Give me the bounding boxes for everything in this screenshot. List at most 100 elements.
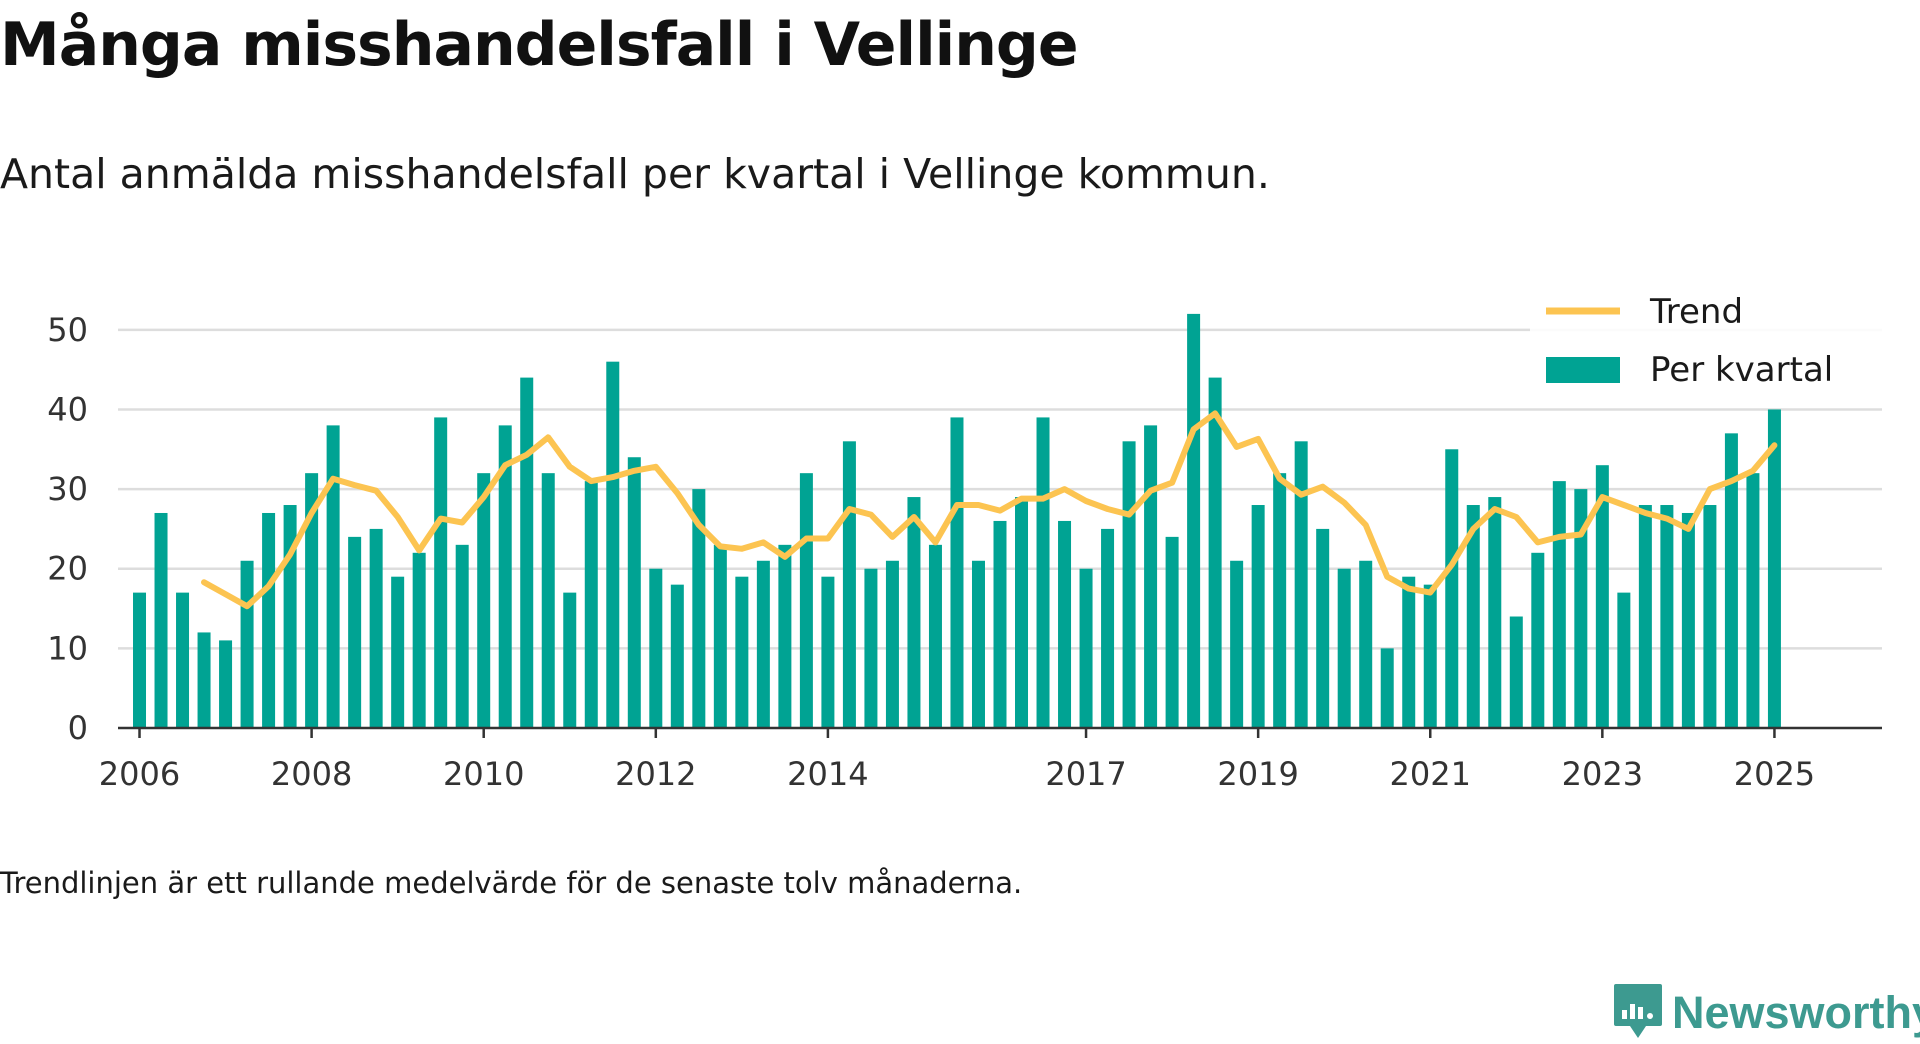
x-tick-label: 2021 [1390, 755, 1471, 793]
bar [1101, 528, 1115, 728]
bar [1079, 568, 1093, 728]
chart-subtitle: Antal anmälda misshandelsfall per kvarta… [0, 150, 1270, 198]
bar [434, 417, 448, 728]
bar [240, 560, 254, 728]
y-tick-label: 10 [47, 629, 88, 667]
y-tick-label: 0 [68, 709, 88, 747]
x-tick-label: 2012 [615, 755, 696, 793]
bar [971, 560, 985, 728]
bar [584, 481, 598, 728]
y-tick-label: 40 [47, 390, 88, 428]
bar [1230, 560, 1244, 728]
bar [1746, 473, 1760, 728]
bar [821, 576, 835, 728]
bar [1466, 505, 1480, 728]
bar [412, 552, 426, 728]
bar [1574, 489, 1588, 728]
legend-background [1530, 286, 1884, 404]
bar [1359, 560, 1373, 728]
bar [455, 544, 469, 728]
bar [197, 632, 211, 728]
bar [1251, 505, 1265, 728]
bar [1552, 481, 1566, 728]
bar [1316, 528, 1330, 728]
bar [133, 592, 147, 728]
chart-title: Många misshandelsfall i Vellinge [0, 10, 1079, 80]
x-tick-label: 2014 [787, 755, 868, 793]
x-axis: 2006 2008 2010 2012 2014 2017 2019 2021 2023 2025 [99, 728, 1815, 793]
bar [864, 568, 878, 728]
bar [1423, 584, 1437, 728]
bar [1660, 505, 1674, 728]
x-tick-label: 2017 [1045, 755, 1126, 793]
bar [477, 473, 491, 728]
bar [950, 417, 964, 728]
bar [326, 425, 340, 728]
bar [1445, 449, 1459, 728]
newsworthy-logo-icon [1614, 984, 1662, 1038]
brand-name: Newsworthy [1672, 987, 1920, 1038]
legend-trend-label: Trend [1649, 292, 1743, 332]
bar [928, 544, 942, 728]
bar [1617, 592, 1631, 728]
y-tick-label: 50 [47, 311, 88, 349]
bar [1595, 465, 1609, 728]
bar [262, 512, 276, 728]
bar [1488, 497, 1502, 728]
bar [520, 377, 534, 728]
legend: Trend Per kvartal [1530, 286, 1884, 404]
bar [1337, 568, 1351, 728]
bar [649, 568, 663, 728]
bar [627, 457, 641, 728]
bar-line-chart: 0 10 20 30 40 50 2006 2008 2010 2012 2014 2017 2019… [47, 286, 1884, 793]
legend-bar-swatch [1546, 357, 1620, 383]
footnote: Trendlinjen är ett rullande medelvärde f… [0, 866, 1023, 900]
trend-line [201, 410, 1778, 610]
bar [1273, 473, 1287, 728]
bar [1294, 441, 1308, 728]
bar [541, 473, 555, 728]
bar [670, 584, 684, 728]
bar [1058, 520, 1072, 728]
bar [1509, 616, 1523, 728]
bar [799, 473, 813, 728]
bar [283, 505, 297, 728]
bar [1380, 648, 1394, 728]
bar [305, 473, 319, 728]
bar [885, 560, 899, 728]
bar [219, 640, 233, 728]
bar [1144, 425, 1158, 728]
bar [1122, 441, 1136, 728]
bar [1638, 505, 1652, 728]
bar [1036, 417, 1050, 728]
line-series-trend [201, 410, 1778, 610]
y-axis: 0 10 20 30 40 50 [47, 311, 88, 747]
bar [391, 576, 405, 728]
bar [735, 576, 749, 728]
bar [842, 441, 856, 728]
bar [692, 489, 706, 728]
x-tick-label: 2010 [443, 755, 524, 793]
bar [498, 425, 512, 728]
bar [1681, 512, 1695, 728]
x-tick-label: 2006 [99, 755, 180, 793]
x-tick-label: 2023 [1562, 755, 1643, 793]
x-tick-label: 2025 [1734, 755, 1815, 793]
bar [778, 544, 792, 728]
y-tick-label: 20 [47, 550, 88, 588]
bar-series-per-kvartal [133, 313, 1781, 728]
bar [154, 512, 168, 728]
bar [1208, 377, 1222, 728]
bar [1703, 505, 1717, 728]
y-tick-label: 30 [47, 470, 88, 508]
x-tick-label: 2019 [1217, 755, 1298, 793]
bar [1402, 576, 1416, 728]
bar [756, 560, 770, 728]
bar [1767, 409, 1781, 728]
bar [713, 544, 727, 728]
bar [907, 497, 921, 728]
bar [1015, 497, 1029, 728]
bar [1165, 536, 1179, 728]
bar [348, 536, 362, 728]
bar [1531, 552, 1545, 728]
